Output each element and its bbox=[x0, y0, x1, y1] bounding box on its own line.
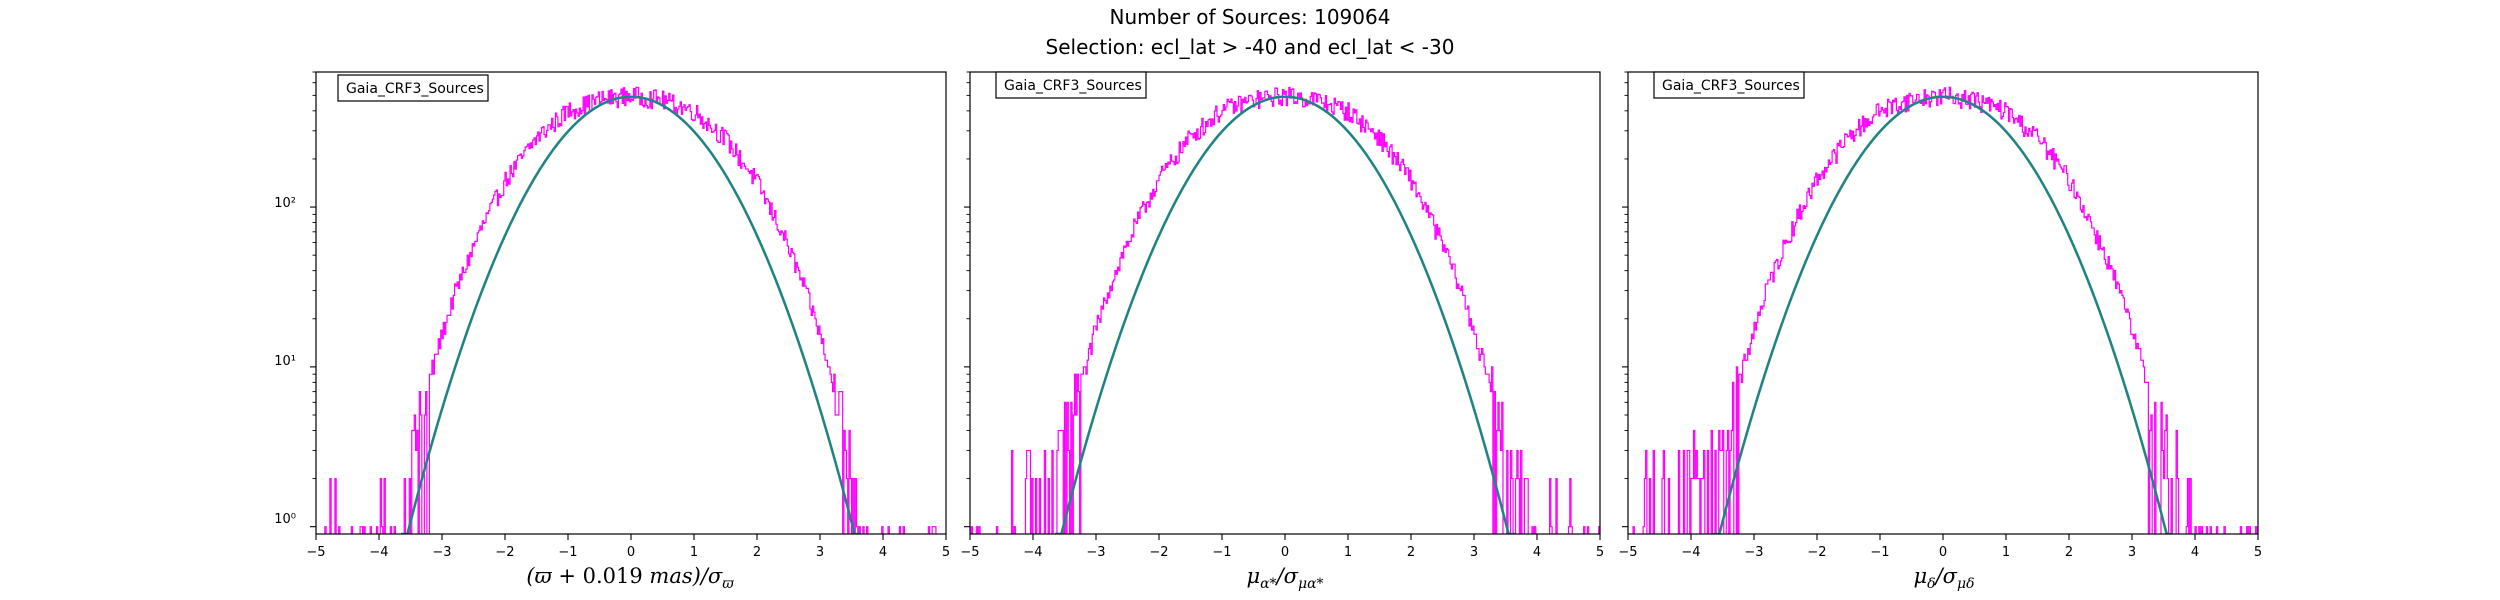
mu-symbol: μ bbox=[1246, 564, 1260, 588]
model-curve bbox=[1055, 95, 1515, 534]
x-tick-label: 0 bbox=[1281, 545, 1289, 560]
panel-parallax: −5 −4 −3 −2 −1 0 1 2 3 4 5 10² 10¹ 10⁰ Gaia_CRF3_S… bbox=[274, 71, 950, 592]
fit-curve bbox=[401, 95, 861, 534]
x-tick-label: 4 bbox=[2191, 545, 2199, 560]
model-curve bbox=[1713, 95, 2173, 534]
sigma-symbol: σ bbox=[1284, 564, 1299, 588]
plot-area-pmdec: −5 −4 −3 −2 −1 0 1 2 3 4 5 bbox=[1618, 71, 2262, 560]
x-tick-label: −3 bbox=[1744, 545, 1763, 560]
x-tick-label: −1 bbox=[558, 545, 577, 560]
y-tick-label-10e1: 10¹ bbox=[274, 354, 296, 369]
x-tick-label: 2 bbox=[753, 545, 761, 560]
x-tick-label: −1 bbox=[1212, 545, 1231, 560]
x-tick-label: 2 bbox=[2065, 545, 2073, 560]
y-tick-label-10e2: 10² bbox=[274, 196, 296, 211]
figure-title-line1: Number of Sources: 109064 bbox=[1110, 5, 1391, 29]
mu-subscript: δ bbox=[1927, 576, 1935, 592]
x-tick-label: 1 bbox=[1344, 545, 1352, 560]
offset-text: + 0.019 bbox=[552, 564, 650, 588]
x-axis-label-pmra: μα*/σμα* bbox=[1246, 564, 1323, 592]
axes-frame bbox=[315, 71, 947, 535]
x-tick-label: 2 bbox=[1407, 545, 1415, 560]
sigma-symbol: σ bbox=[708, 564, 723, 588]
legend-box bbox=[1653, 71, 1805, 99]
histogram-series bbox=[316, 86, 946, 534]
x-axis-label-pmdec: μδ/σμδ bbox=[1913, 564, 1974, 592]
x-tick-label: −4 bbox=[369, 545, 388, 560]
x-tick-label: 4 bbox=[1533, 545, 1541, 560]
x-tick-label: −1 bbox=[1870, 545, 1889, 560]
x-axis-label-parallax: (ϖ + 0.019 mas)/σϖ bbox=[526, 564, 734, 592]
model-curve bbox=[401, 95, 861, 534]
x-tick-label: −5 bbox=[306, 545, 325, 560]
x-tick-label: 3 bbox=[1470, 545, 1478, 560]
mu-subscript: α* bbox=[1260, 576, 1276, 592]
legend-box bbox=[995, 71, 1147, 99]
plot-area-parallax: −5 −4 −3 −2 −1 0 1 2 3 4 5 bbox=[306, 71, 950, 560]
sigma-symbol: σ bbox=[1943, 564, 1958, 588]
legend-label: Gaia_CRF3_Sources bbox=[1662, 78, 1800, 94]
sigma-subscript: μδ bbox=[1957, 576, 1975, 592]
unit-mas: mas bbox=[649, 564, 692, 588]
x-tick-label: 5 bbox=[2254, 545, 2262, 560]
panel-pmdec: −5 −4 −3 −2 −1 0 1 2 3 4 5 Gaia_CRF3_Sources μδ/σμ… bbox=[1618, 71, 2262, 592]
x-tick-label: 0 bbox=[627, 545, 635, 560]
x-tick-label: 0 bbox=[1939, 545, 1947, 560]
fit-curve bbox=[1713, 95, 2173, 534]
x-tick-label: 1 bbox=[2002, 545, 2010, 560]
x-tick-label: −2 bbox=[1149, 545, 1168, 560]
varpi-symbol: ϖ bbox=[535, 564, 553, 588]
legend-box bbox=[337, 74, 489, 102]
figure-title-line2: Selection: ecl_lat > -40 and ecl_lat < -… bbox=[1046, 35, 1455, 59]
sigma-subscript: μα* bbox=[1298, 576, 1324, 592]
x-tick-label: −5 bbox=[1618, 545, 1637, 560]
x-tick-label: 3 bbox=[2128, 545, 2136, 560]
x-tick-label: −5 bbox=[960, 545, 979, 560]
panel-pmra: −5 −4 −3 −2 −1 0 1 2 3 4 5 Gaia_CRF3_Sources μα*/σ… bbox=[960, 71, 1604, 592]
histogram-series bbox=[1628, 86, 2258, 534]
mu-symbol: μ bbox=[1913, 564, 1927, 588]
sigma-subscript: ϖ bbox=[722, 576, 734, 592]
legend-label: Gaia_CRF3_Sources bbox=[346, 81, 484, 97]
x-tick-label: −2 bbox=[1807, 545, 1826, 560]
x-tick-label: 4 bbox=[879, 545, 887, 560]
x-tick-label: −3 bbox=[1086, 545, 1105, 560]
x-tick-label: −2 bbox=[495, 545, 514, 560]
x-tick-label: −3 bbox=[432, 545, 451, 560]
x-tick-label: −4 bbox=[1681, 545, 1700, 560]
legend-label: Gaia_CRF3_Sources bbox=[1004, 78, 1142, 94]
plot-area-pmra: −5 −4 −3 −2 −1 0 1 2 3 4 5 bbox=[960, 71, 1604, 560]
x-tick-label: 3 bbox=[816, 545, 824, 560]
histogram-series bbox=[970, 86, 1600, 534]
fit-curve bbox=[1055, 95, 1515, 534]
x-tick-label: 5 bbox=[1596, 545, 1604, 560]
x-tick-label: 1 bbox=[690, 545, 698, 560]
x-tick-label: 5 bbox=[942, 545, 950, 560]
y-tick-label-10e0: 10⁰ bbox=[274, 512, 296, 527]
x-tick-label: −4 bbox=[1023, 545, 1042, 560]
